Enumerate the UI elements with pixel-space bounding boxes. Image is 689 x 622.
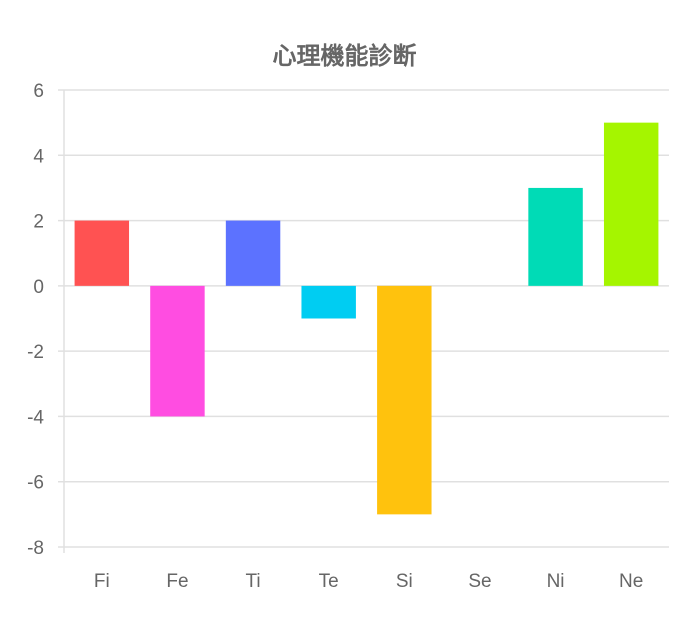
x-tick-label: Fe (166, 571, 188, 592)
x-tick-label: Si (396, 571, 413, 592)
x-tick-label: Ni (547, 571, 565, 592)
bar-ni[interactable] (528, 187, 583, 286)
bar-te[interactable] (301, 285, 356, 319)
bar-ti[interactable] (225, 220, 281, 286)
y-tick-label: -6 (27, 473, 44, 494)
y-tick-label: -2 (27, 342, 44, 363)
bar-fi[interactable] (74, 220, 130, 286)
x-tick-label: Ti (246, 571, 261, 592)
x-tick-label: Te (319, 571, 339, 592)
chart-title: 心理機能診断 (272, 42, 417, 70)
y-tick-label: -4 (27, 407, 44, 428)
bars (74, 122, 659, 515)
grid-lines (58, 89, 669, 548)
x-tick-labels: Fi Fe Ti Te Si Se Ni Ne (94, 571, 643, 592)
y-tick-labels: 6 4 2 0 -2 -4 -6 -8 (27, 81, 44, 559)
y-tick-label: 2 (33, 212, 44, 233)
bar-si[interactable] (377, 285, 432, 515)
bar-fe[interactable] (150, 285, 205, 417)
y-tick-label: 0 (33, 277, 44, 298)
x-tick-label: Se (468, 571, 491, 592)
y-tick-label: 6 (33, 81, 44, 102)
x-tick-label: Fi (94, 571, 110, 592)
x-tick-label: Ne (619, 571, 643, 592)
y-tick-label: 4 (33, 146, 44, 167)
y-tick-label: -8 (27, 538, 44, 559)
bar-ne[interactable] (603, 122, 659, 286)
